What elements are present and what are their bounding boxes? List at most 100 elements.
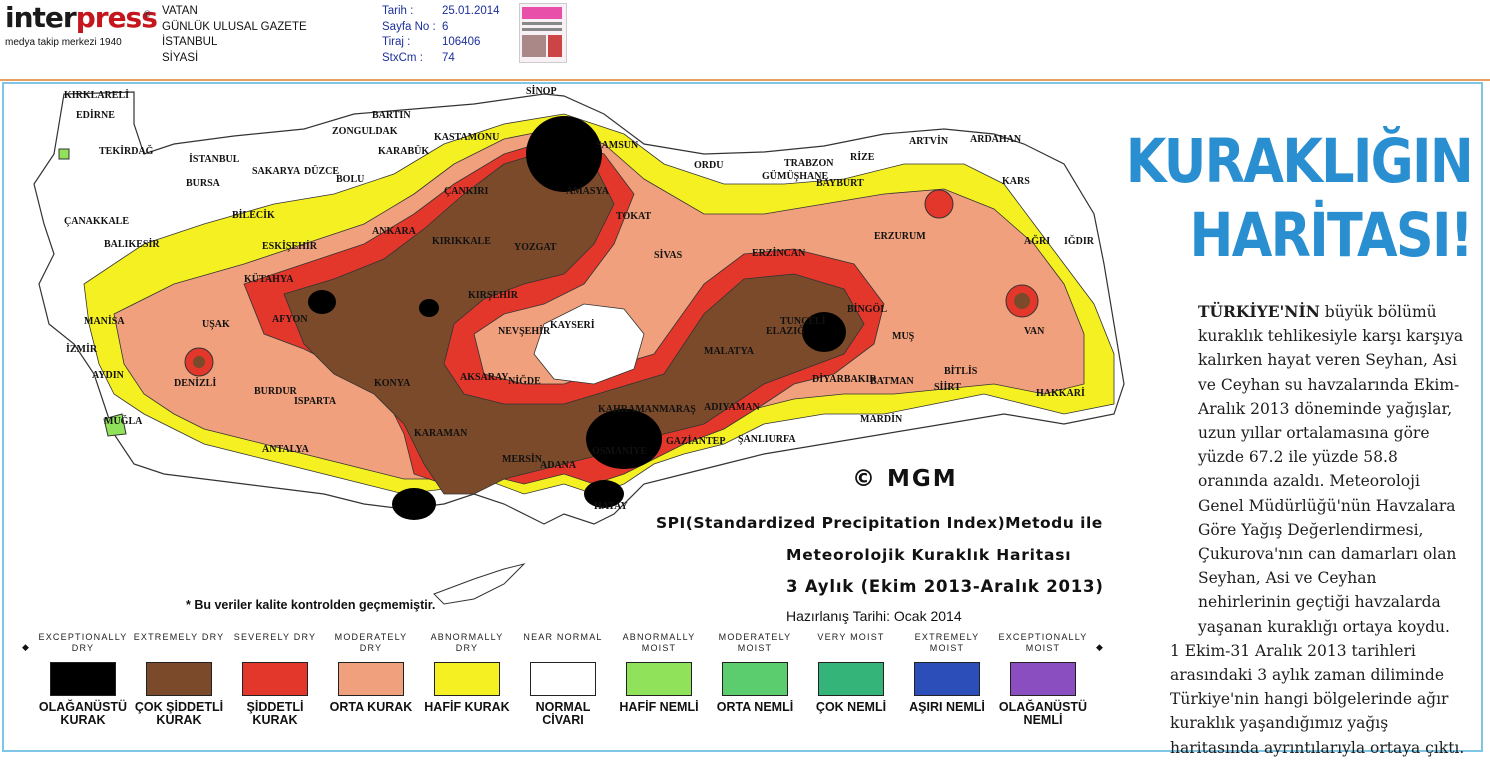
meta-key: Sayfa No :	[382, 20, 436, 33]
city-label: KASTAMONU	[434, 132, 499, 143]
city-label: KARAMAN	[414, 428, 468, 439]
city-label: KIRŞEHİR	[468, 289, 519, 301]
map-title-line-1: SPI(Standardized Precipitation Index)Met…	[656, 514, 1103, 532]
city-label: MUĞLA	[104, 414, 143, 427]
city-label: ÇANKIRI	[444, 186, 489, 197]
city-label: SAMSUN	[596, 140, 639, 151]
legend-swatch	[50, 662, 116, 696]
legend-swatch	[242, 662, 308, 696]
legend-item: VERY MOIST ÇOK NEMLİ	[803, 632, 899, 714]
city-label: SAKARYA	[252, 166, 301, 177]
city-label: ARTVİN	[909, 135, 949, 147]
legend-en-label: MODERATELY DRY	[334, 632, 408, 653]
zone-near-normal-interior	[533, 303, 645, 385]
city-label: KAYSERİ	[550, 319, 595, 331]
header-rule	[0, 79, 1490, 81]
cyprus-outline	[433, 563, 526, 605]
zone-moist-1	[103, 413, 127, 437]
city-label: BURSA	[186, 178, 221, 189]
legend-swatch	[722, 662, 788, 696]
city-label: ANKARA	[372, 226, 417, 237]
legend-swatch	[914, 662, 980, 696]
zone-moist-2	[58, 148, 70, 160]
city-label: MALATYA	[704, 346, 755, 357]
city-label: HAKKARİ	[1036, 387, 1085, 399]
city-label: IĞDIR	[1064, 234, 1095, 247]
city-label: VAN	[1024, 326, 1045, 337]
legend-item: EXCEPTIONALLY MOIST OLAĞANÜSTÜ NEMLİ	[995, 632, 1091, 727]
legend-item: ABNORMALLY DRY HAFİF KURAK	[419, 632, 515, 714]
page-thumbnail[interactable]	[519, 3, 567, 63]
legend-en-label: EXCEPTIONALLY DRY	[38, 632, 128, 653]
city-label: DİYARBAKIR	[812, 373, 877, 385]
city-label: YOZGAT	[514, 242, 557, 253]
meta-value: 74	[442, 51, 455, 64]
meta-key: Tarih :	[382, 5, 414, 17]
city-label: KÜTAHYA	[244, 272, 294, 285]
city-label: KAHRAMANMARAŞ	[598, 404, 696, 415]
drought-map: KIRKLARELİ EDİRNE TEKİRDAĞ İSTANBUL ZONG…	[33, 85, 1125, 605]
meta-stxcm: StxCm : 74	[382, 51, 500, 67]
interpress-logo: interpress ® medya takip merkezi 1940	[5, 1, 158, 51]
city-label: GÜMÜŞHANE	[762, 169, 828, 182]
article-paragraph-1: TÜRKİYE'NİN büyük bölümü kuraklık tehlik…	[1170, 300, 1470, 639]
meta-circulation: Tiraj : 106406	[382, 35, 500, 51]
city-label: DENİZLİ	[174, 377, 216, 389]
zone-exceptional-1	[526, 116, 602, 192]
legend-swatch	[1010, 662, 1076, 696]
city-label: UŞAK	[202, 319, 230, 330]
city-label: BİLECİK	[232, 209, 275, 221]
map-prepared-date: Hazırlanış Tarihi: Ocak 2014	[786, 608, 962, 624]
legend-item: NEAR NORMAL NORMAL CİVARI	[515, 632, 611, 727]
map-copyright: © MGM	[852, 466, 958, 492]
meta-value: 6	[442, 20, 449, 33]
city-label: MANİSA	[84, 315, 125, 327]
city-label: ADANA	[540, 460, 577, 471]
city-label: BATMAN	[870, 376, 914, 387]
city-label: ŞANLIURFA	[738, 434, 796, 445]
legend-en-label: MODERATELY MOIST	[718, 632, 792, 653]
city-label: SİNOP	[526, 85, 557, 97]
city-label: KONYA	[374, 378, 411, 389]
city-label: DÜZCE	[304, 164, 339, 177]
city-label: SİİRT	[934, 381, 961, 393]
legend-tr-label: HAFİF KURAK	[424, 700, 510, 714]
city-label: NİĞDE	[508, 374, 541, 387]
legend-item: ABNORMALLY MOIST HAFİF NEMLİ	[611, 632, 707, 714]
legend-swatch	[818, 662, 884, 696]
legend-en-label: NEAR NORMAL	[523, 632, 603, 642]
city-label: İZMİR	[66, 343, 98, 355]
legend-item: SEVERELY DRY ŞİDDETLİ KURAK	[227, 632, 323, 727]
city-label: MUŞ	[892, 331, 915, 342]
legend-tr-label: NORMAL CİVARI	[535, 700, 591, 727]
city-label: RİZE	[850, 151, 875, 163]
zone-exceptional-5	[586, 409, 662, 469]
meta-key: StxCm :	[382, 51, 423, 64]
headline-line-1: KURAKLIĞIN	[1125, 126, 1474, 197]
article-text-1: büyük bölümü kuraklık tehlikesiyle karşı…	[1198, 303, 1464, 636]
city-label: BİTLİS	[944, 365, 978, 377]
clipping-frame	[2, 82, 1483, 752]
legend-tr-label: ORTA NEMLİ	[716, 700, 794, 714]
clipping-header: interpress ® medya takip merkezi 1940 VA…	[0, 0, 1490, 81]
city-label: GAZİANTEP	[666, 435, 725, 447]
city-label: AKSARAY	[460, 372, 509, 383]
city-label: EDİRNE	[76, 109, 115, 121]
logo-wordmark: interpress	[5, 1, 158, 34]
city-label: HATAY	[594, 501, 628, 512]
city-label: ELAZIĞ	[766, 324, 805, 337]
legend-tr-label: OLAĞANÜSTÜ NEMLİ	[998, 700, 1088, 727]
map-legend: ◆ EXCEPTIONALLY DRY OLAĞANÜSTÜ KURAK EXT…	[22, 632, 1140, 744]
city-label: BİNGÖL	[847, 302, 887, 315]
city-label: OSMANİYE	[592, 445, 647, 457]
legend-en-label: SEVERELY DRY	[233, 632, 317, 642]
city-label: TRABZON	[784, 158, 834, 169]
logo-subtitle: medya takip merkezi 1940	[5, 37, 122, 48]
map-quality-note: * Bu veriler kalite kontrolden geçmemişt…	[186, 598, 436, 612]
city-label: ARDAHAN	[970, 134, 1022, 145]
city-label: BURDUR	[254, 386, 298, 397]
city-label: BOLU	[336, 174, 364, 185]
city-label: MARDİN	[860, 413, 903, 425]
legend-tr-label: ÇOK ŞİDDETLİ KURAK	[134, 700, 224, 727]
city-label: AĞRI	[1024, 234, 1050, 247]
